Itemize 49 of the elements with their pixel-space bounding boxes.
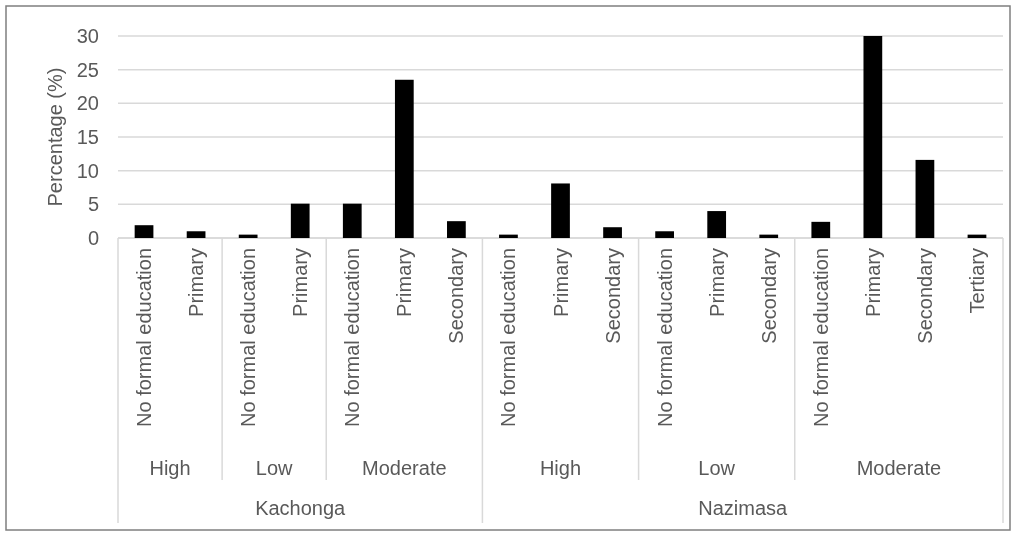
x-tick-label: Secondary [757, 248, 780, 344]
x-tick-label: Secondary [445, 248, 468, 344]
text: High [149, 457, 191, 479]
bar [863, 36, 883, 238]
bar [499, 234, 518, 238]
text: Kachonga [255, 497, 347, 519]
x-tick-label: No formal education [341, 248, 364, 427]
y-tick-label: 25 [76, 58, 99, 81]
bar [186, 231, 206, 238]
y-tick-label: 20 [76, 92, 99, 115]
bar [551, 183, 570, 238]
bar [290, 203, 310, 238]
text: Nazimasa [698, 497, 789, 519]
bar [238, 234, 258, 238]
bar [603, 227, 622, 238]
x-tick-label: Secondary [913, 248, 936, 344]
x-tick-label: Secondary [601, 248, 624, 344]
x-tick-label: No formal education [653, 248, 676, 427]
bar [811, 221, 831, 238]
x-tick-label: Primary [185, 248, 208, 317]
text: Moderate [362, 457, 447, 479]
x-tick-label: No formal education [497, 248, 520, 427]
x-tick-label: Primary [705, 248, 728, 317]
y-tick-label: 10 [76, 159, 99, 182]
bar [915, 159, 935, 238]
y-tick-label: 15 [76, 126, 99, 148]
y-axis-title: Percentage (%) [44, 67, 66, 207]
bar [707, 211, 727, 238]
bar [342, 203, 362, 238]
x-tick-label: No formal education [809, 248, 832, 427]
y-tick-label: 30 [76, 25, 99, 47]
x-tick-label: No formal education [237, 248, 260, 427]
x-tick-label: No formal education [133, 248, 156, 427]
x-tick-label: Primary [861, 248, 884, 317]
x-tick-label: Tertiary [965, 248, 988, 314]
text: High [539, 457, 582, 479]
bar [134, 225, 154, 238]
x-tick-label: Primary [549, 248, 572, 317]
bar [759, 234, 779, 238]
text: Low [698, 457, 736, 479]
bar [447, 221, 466, 238]
x-tick-label: Primary [393, 248, 416, 317]
y-tick-label: 0 [87, 227, 99, 249]
bar [655, 231, 674, 238]
text: Low [255, 457, 294, 479]
bar [394, 79, 414, 238]
x-tick-label: Primary [289, 248, 312, 317]
text: Moderate [856, 457, 942, 479]
y-tick-label: 5 [87, 193, 99, 216]
